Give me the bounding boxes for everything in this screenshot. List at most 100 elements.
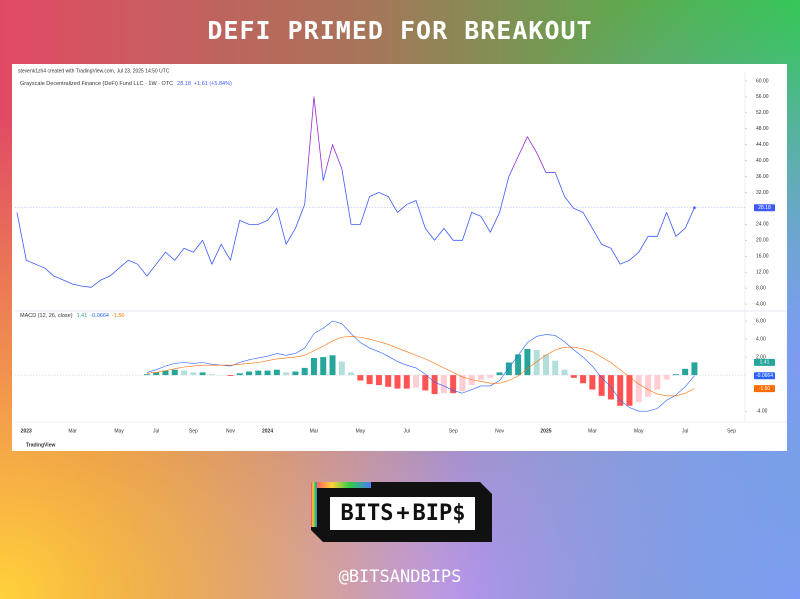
axis-tag <box>754 204 775 212</box>
y-tick-label: 4.00 <box>756 301 766 307</box>
histogram-bar <box>654 375 661 390</box>
line <box>146 336 695 397</box>
x-tick-label: Jul <box>153 428 159 434</box>
histogram-bar <box>533 349 540 376</box>
histogram-bar <box>422 375 429 391</box>
histogram-bar <box>199 372 206 376</box>
x-tick-label: Sep <box>189 428 198 434</box>
line <box>146 320 695 412</box>
histogram-bar <box>524 348 531 376</box>
last-point <box>693 206 696 210</box>
legend-change: +1.61 (+5.84%) <box>194 81 232 87</box>
y-tick-label: 32.00 <box>756 190 769 196</box>
logo-stripe <box>311 482 371 488</box>
histogram-bar <box>385 375 392 387</box>
histogram-bar <box>162 370 169 376</box>
handle: @BITSANDBIPS <box>339 567 462 587</box>
histogram-bar <box>153 372 160 376</box>
histogram-bar <box>357 375 364 381</box>
histogram-bar <box>626 375 633 406</box>
histogram-bar <box>440 375 447 394</box>
histogram-bar <box>403 375 410 389</box>
histogram-bar <box>552 360 559 376</box>
x-tick-label: Mar <box>588 428 597 434</box>
y-tick-label: 4.00 <box>756 336 766 342</box>
macd-legend: MACD (12, 26, close) 1.41 -0.0664 -1.50 <box>20 313 125 319</box>
histogram-bar <box>459 375 466 392</box>
legend-hist: 1.41 <box>77 313 88 319</box>
y-tick-label: 16.00 <box>756 254 769 260</box>
histogram-bar <box>181 370 188 376</box>
y-tick-label: 44.00 <box>756 142 769 148</box>
legend-title: MACD (12, 26, close) <box>20 313 73 319</box>
histogram-bar <box>320 357 327 376</box>
y-tick-label: 6.00 <box>756 318 766 324</box>
histogram-bar <box>310 357 317 376</box>
x-tick-label: Nov <box>226 428 235 434</box>
y-tick-label: 40.00 <box>756 158 769 164</box>
histogram-bar <box>264 370 271 376</box>
brand: TradingView <box>26 442 55 448</box>
histogram-bar <box>338 361 345 376</box>
y-tick-label: 2.00 <box>756 354 766 360</box>
histogram-bar <box>329 355 336 376</box>
histogram-bar <box>431 375 438 395</box>
histogram-bar <box>190 372 197 376</box>
x-tick-label: Nov <box>495 428 504 434</box>
histogram-bar <box>301 367 308 376</box>
logo-inner <box>330 497 475 530</box>
x-tick-label: 2024 <box>262 428 273 434</box>
histogram-bar <box>598 375 605 396</box>
x-tick-label: Jul <box>404 428 410 434</box>
histogram-bar <box>236 373 243 376</box>
histogram-bar <box>171 369 178 376</box>
histogram-bar <box>375 375 382 386</box>
x-tick-label: Mar <box>310 428 319 434</box>
logo-plus: + <box>396 501 409 526</box>
logo: BITS + BIP$ <box>311 482 492 542</box>
y-tick-label: 48.00 <box>756 126 769 132</box>
histogram-bar <box>246 371 252 376</box>
y-tick-label: 56.00 <box>756 94 769 100</box>
histogram-bar <box>682 368 689 376</box>
chart-panel <box>12 64 787 451</box>
histogram-bar <box>672 374 679 376</box>
histogram-bar <box>570 375 577 378</box>
histogram-bar <box>292 371 299 376</box>
y-tick-label: -4.00 <box>756 409 768 415</box>
legend-signal: -1.50 <box>112 313 125 319</box>
watermark: stevenk1zh4 created with TradingView.com… <box>18 68 170 74</box>
histogram-bar <box>645 375 652 397</box>
y-tick-label: 12.00 <box>756 269 769 275</box>
axis-tag <box>754 372 775 380</box>
histogram-bar <box>208 374 215 376</box>
histogram-bar <box>496 372 503 376</box>
histogram-bar <box>515 354 522 376</box>
x-tick-label: Mar <box>68 428 77 434</box>
page-title: DEFI PRIMED FOR BREAKOUT <box>207 16 592 45</box>
axis-tag <box>754 385 775 393</box>
legend-macd: -0.0664 <box>90 313 109 319</box>
histogram-bar <box>505 362 512 376</box>
y-tick-label: 20.00 <box>756 238 769 244</box>
histogram-bar <box>366 375 373 385</box>
histogram-bar <box>617 375 624 406</box>
histogram-bar <box>227 375 234 377</box>
histogram-bar <box>561 369 568 376</box>
histogram-bar <box>413 375 420 388</box>
x-tick-label: 2023 <box>21 428 32 434</box>
logo-right: BIP$ <box>413 501 466 526</box>
histogram-bar <box>283 372 290 376</box>
histogram-bar <box>450 375 457 394</box>
x-tick-label: Jul <box>682 428 688 434</box>
x-tick-label: May <box>634 428 644 434</box>
axis-tag-label: -1.50 <box>759 386 771 392</box>
logo-left: BITS <box>341 501 394 526</box>
x-tick-label: May <box>356 428 366 434</box>
x-tick-label: May <box>114 428 124 434</box>
y-tick-label: 60.00 <box>756 78 769 84</box>
axis-tag-label: -0.0664 <box>756 373 773 379</box>
histogram-bar <box>580 375 587 384</box>
line <box>16 96 695 288</box>
